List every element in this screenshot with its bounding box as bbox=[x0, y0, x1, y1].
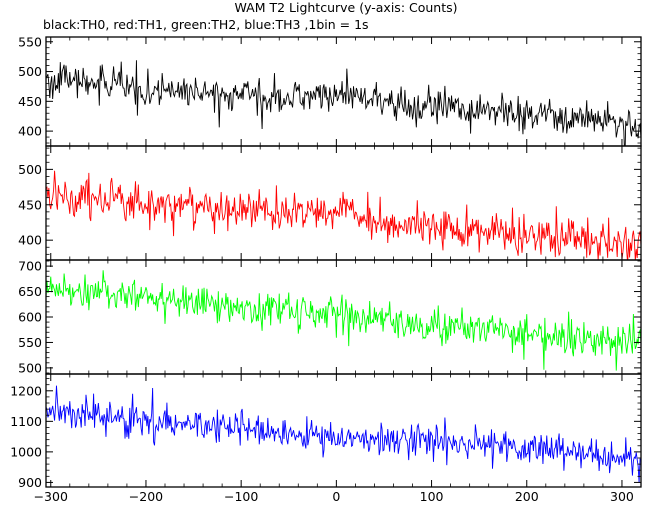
panel-th0: 400 450 500 550 bbox=[18, 34, 642, 147]
y-tick-label: 700 bbox=[18, 259, 42, 274]
y-tick-label: 450 bbox=[18, 197, 42, 212]
y-tick-label: 550 bbox=[18, 335, 42, 350]
y-tick-label: 1100 bbox=[10, 414, 42, 429]
panel-frame bbox=[45, 36, 642, 147]
y-tick-label: 1200 bbox=[10, 383, 42, 398]
chart-title: WAM T2 Lightcurve (y-axis: Counts) bbox=[234, 0, 457, 15]
y-tick-label: 550 bbox=[18, 34, 42, 49]
panel-frame bbox=[45, 259, 642, 375]
x-tick-label: 0 bbox=[332, 489, 340, 504]
series-line-th1 bbox=[46, 170, 641, 260]
x-tick-label: −300 bbox=[34, 489, 68, 504]
panel-th3: 900 1000 1100 1200 bbox=[10, 373, 642, 490]
y-tick-label: 450 bbox=[18, 94, 42, 109]
series-line-th2 bbox=[46, 270, 641, 371]
x-tick-label: 100 bbox=[420, 489, 444, 504]
panel-frame bbox=[45, 373, 642, 488]
x-tick-label: −100 bbox=[224, 489, 258, 504]
y-tick-label: 1000 bbox=[10, 444, 42, 459]
y-tick-label: 500 bbox=[18, 64, 42, 79]
x-tick-label: 300 bbox=[610, 489, 634, 504]
y-tick-label: 400 bbox=[18, 233, 42, 248]
y-tick-label: 900 bbox=[18, 475, 42, 490]
x-tick-label: 200 bbox=[515, 489, 539, 504]
y-tick-label: 500 bbox=[18, 162, 42, 177]
chart-subtitle: black:TH0, red:TH1, green:TH2, blue:TH3 … bbox=[43, 17, 369, 32]
panel-th2: 500 550 600 650 700 bbox=[18, 259, 642, 375]
y-tick-label: 600 bbox=[18, 310, 42, 325]
y-tick-label: 650 bbox=[18, 284, 42, 299]
series-line-th3 bbox=[46, 385, 641, 483]
panel-th1: 400 450 500 bbox=[18, 145, 642, 261]
y-tick-label: 500 bbox=[18, 360, 42, 375]
series-line-th0 bbox=[46, 60, 641, 146]
x-tick-label: −200 bbox=[129, 489, 163, 504]
y-tick-label: 400 bbox=[18, 124, 42, 139]
